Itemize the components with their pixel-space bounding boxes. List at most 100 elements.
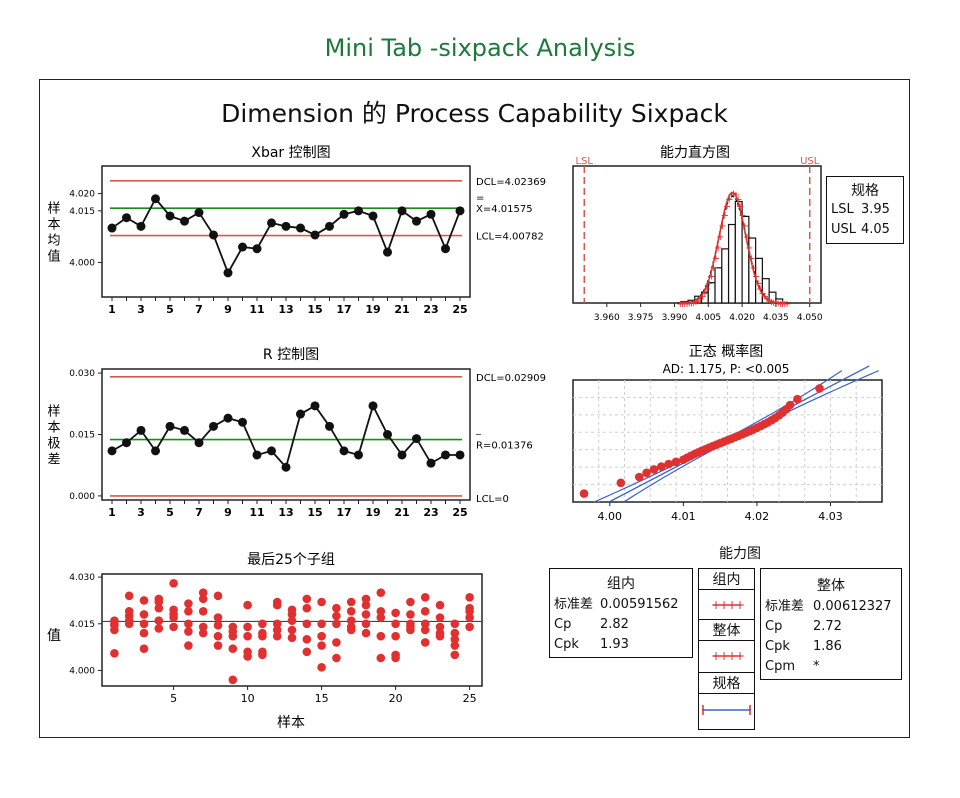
data-point [238,242,247,252]
probability-point [793,394,802,404]
subgroup-point [258,619,267,629]
subgroup-point [272,597,282,607]
subgroup-point [391,650,400,660]
data-point [238,417,247,427]
subgroup-point [287,605,297,615]
overall-cpk-val: 1.86 [813,639,842,654]
data-point [136,425,146,435]
subgroup-point [184,599,193,608]
subgroup-point [376,653,386,663]
subgroup-point [420,638,430,647]
overall-box: 整体 标准差 0.00612327 Cp 2.72 Cpk 1.86 Cpm * [760,568,902,680]
y-tick-label: 4.030 [69,573,95,583]
probability-point [616,478,626,488]
subgroup-point [435,628,445,638]
legend-within-label: 组内 [699,569,754,590]
within-curve-marker: + [723,201,731,212]
subgroup-point [154,603,164,613]
data-point [296,223,305,233]
probability-point [634,472,644,482]
subgroup-point [287,616,297,625]
subgroup-point [332,638,341,647]
within-cp-val: 2.82 [600,617,629,632]
y-tick-label: 4.015 [69,620,95,630]
data-point [325,421,334,431]
x-tick-label: 1 [108,506,116,519]
subgroup-point [450,619,460,629]
probability-point [656,462,666,471]
within-curve-marker: + [754,278,762,289]
within-curve-marker: + [736,201,744,212]
subgroup-point [243,631,252,641]
x-tick-label: 4.01 [671,510,696,523]
histogram-bar [761,278,770,304]
y-axis-label: 均 [47,234,60,249]
data-point [310,401,320,411]
subgroup-point [332,653,341,663]
within-curve-marker: + [678,299,686,310]
x-tick-label: 25 [452,506,467,519]
x-tick-label: 21 [394,303,409,316]
x-tick-label: 15 [307,303,322,316]
data-point [122,438,131,448]
within-curve-marker: + [738,210,746,221]
y-tick-label: 0.000 [69,492,95,502]
data-point [267,446,276,456]
data-point [252,450,262,460]
subgroup-point [272,631,282,641]
data-point [165,421,175,431]
within-box: 组内 标准差 0.00591562 Cp 2.82 Cpk 1.93 [549,568,693,658]
subgroup-point [317,619,326,629]
data-point [339,446,349,456]
within-curve-marker: + [765,296,773,307]
subgroup-point [450,635,460,644]
within-box-title: 组内 [607,576,635,592]
prob-title: 正态 概率图 [689,343,763,360]
x-tick-label: 17 [336,506,351,519]
within-sd-val: 0.00591562 [600,597,679,612]
data-point [325,221,334,231]
y-axis-label: 样 [47,202,60,217]
svg-text:+: + [719,598,729,612]
legend-overall: 整体 + + + + [699,620,754,673]
within-curve-marker: + [716,232,724,243]
subgroup-point [198,628,208,638]
subgroup-point [317,597,326,607]
subgroup-point [243,600,252,610]
overall-sd-val: 0.00612327 [813,599,892,614]
x-tick-label: 19 [365,303,380,316]
center-bar: = [476,193,484,204]
x-tick-label: 9 [224,506,232,519]
within-curve-marker: + [767,297,775,308]
data-point [383,430,392,439]
subgroup-point [169,622,178,632]
svg-text:+: + [735,598,745,612]
probability-point [671,457,681,467]
subgroup-point [184,627,193,636]
usl-label: USL [800,156,820,167]
within-cpk-row: Cpk 1.93 [550,635,692,655]
subgroup-point [376,588,386,597]
within-curve-marker: + [698,292,706,303]
svg-text:+: + [735,649,745,663]
data-point [455,450,465,460]
within-cpk-key: Cpk [554,637,579,652]
center-label: R=0.01376 [476,441,533,452]
spec-box-title: 规格 [851,183,879,199]
range-chart: R 控制图 DCL=0.02909 _ R=0.01376 LCL=0 0.000 0.0… [47,347,546,519]
x-tick-label: 3 [137,303,145,316]
data-point [397,450,407,460]
within-curve-marker: + [770,298,778,309]
data-point [122,213,131,223]
histogram-bar [768,291,777,304]
within-curve-marker: + [676,299,684,310]
data-point [397,206,407,216]
y-axis-label: 值 [47,249,60,265]
data-point [354,206,363,216]
xbar-title: Xbar 控制图 [251,145,330,161]
data-point [107,446,117,456]
subgroup-point [302,647,312,657]
subgroup-point [287,625,297,635]
subgroup-point [332,619,341,629]
subgroup-point [169,579,178,588]
